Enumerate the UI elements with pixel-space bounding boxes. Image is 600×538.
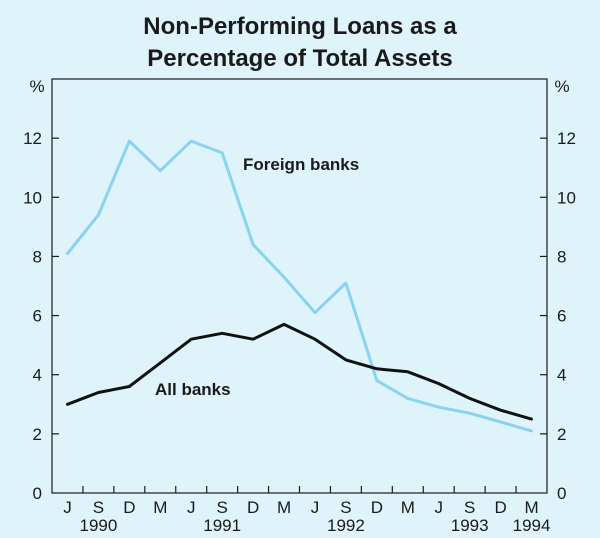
left-y-tick-label: 0 — [33, 484, 42, 503]
x-tick-label: S — [216, 498, 227, 517]
x-tick-label: M — [524, 498, 538, 517]
x-tick-label: J — [63, 498, 72, 517]
series-line-foreign-banks — [66, 139, 533, 433]
x-tick-label: J — [434, 498, 443, 517]
left-y-tick-label: 4 — [33, 366, 42, 385]
series-line-all-banks — [66, 322, 533, 421]
x-tick-label: D — [371, 498, 383, 517]
left-y-tick-label: 6 — [33, 307, 42, 326]
chart-title-line-2: Percentage of Total Assets — [147, 45, 452, 72]
x-tick-label: M — [153, 498, 167, 517]
right-y-tick-label: 6 — [557, 307, 566, 326]
right-y-tick-label: 12 — [557, 129, 576, 148]
left-y-tick-label: 8 — [33, 247, 42, 266]
right-y-tick-label: 4 — [557, 366, 566, 385]
x-tick-label: S — [340, 498, 351, 517]
plot-area — [51, 78, 548, 494]
right-y-tick-label: 2 — [557, 425, 566, 444]
x-tick-label: J — [187, 498, 196, 517]
x-year-label: 1991 — [203, 516, 241, 535]
chart-title-line-1: Non-Performing Loans as a — [143, 13, 457, 40]
left-y-tick-label: 12 — [23, 129, 42, 148]
x-tick-label: M — [277, 498, 291, 517]
left-y-tick-label: 2 — [33, 425, 42, 444]
right-y-tick-label: 8 — [557, 247, 566, 266]
x-tick-label: D — [247, 498, 259, 517]
x-tick-label: S — [93, 498, 104, 517]
left-axis-unit: % — [29, 77, 44, 96]
series-label-foreign-banks: Foreign banks — [243, 155, 359, 174]
x-year-label: 1993 — [451, 516, 489, 535]
series-label-all-banks: All banks — [155, 380, 231, 399]
x-year-label: 1990 — [79, 516, 117, 535]
right-y-tick-label: 10 — [557, 188, 576, 207]
right-axis-unit: % — [554, 77, 569, 96]
x-tick-label: M — [401, 498, 415, 517]
x-tick-label: S — [464, 498, 475, 517]
x-tick-label: J — [311, 498, 320, 517]
right-y-tick-label: 0 — [557, 484, 566, 503]
x-year-label: 1992 — [327, 516, 365, 535]
x-year-label: 1994 — [513, 516, 551, 535]
left-y-tick-label: 10 — [23, 188, 42, 207]
x-tick-label: D — [123, 498, 135, 517]
x-tick-label: D — [494, 498, 506, 517]
